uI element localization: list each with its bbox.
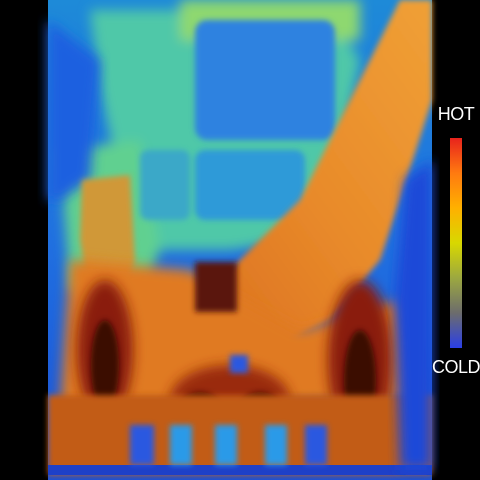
cold-label: COLD bbox=[432, 357, 480, 377]
thermal-scene bbox=[48, 0, 432, 480]
hot-label: HOT bbox=[437, 104, 475, 124]
color-scale-gradient bbox=[450, 138, 462, 348]
color-scale-bar bbox=[450, 138, 462, 348]
